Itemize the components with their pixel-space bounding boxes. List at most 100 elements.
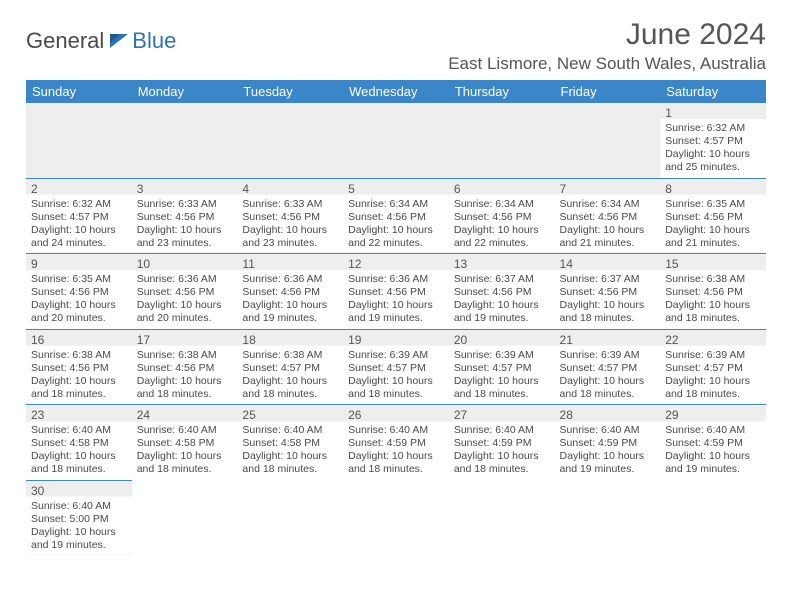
calendar-empty-cell (555, 103, 661, 178)
calendar-day-cell: 30Sunrise: 6:40 AMSunset: 5:00 PMDayligh… (26, 480, 132, 555)
day-info-line: Sunrise: 6:32 AM (665, 122, 761, 135)
day-info-line: and 18 minutes. (665, 312, 761, 325)
day-number: 10 (137, 257, 233, 272)
calendar-empty-cell (449, 103, 555, 178)
title-block: June 2024 East Lismore, New South Wales,… (448, 18, 766, 74)
calendar-empty-cell (555, 480, 661, 555)
day-number: 17 (137, 333, 233, 348)
day-info-line: Sunset: 4:58 PM (137, 437, 233, 450)
logo-text-general: General (26, 28, 104, 54)
day-info-line: Sunrise: 6:40 AM (665, 424, 761, 437)
day-number: 2 (31, 182, 127, 197)
day-info-line: Sunrise: 6:40 AM (348, 424, 444, 437)
day-info-line: Sunrise: 6:36 AM (242, 273, 338, 286)
day-info-line: Sunset: 4:57 PM (665, 362, 761, 375)
day-info-line: Sunrise: 6:34 AM (560, 198, 656, 211)
calendar-empty-cell (237, 480, 343, 555)
day-number: 8 (665, 182, 761, 197)
day-number: 29 (665, 408, 761, 423)
day-info-line: Sunset: 4:56 PM (665, 211, 761, 224)
day-info-line: Sunrise: 6:39 AM (348, 349, 444, 362)
calendar-table: SundayMondayTuesdayWednesdayThursdayFrid… (26, 80, 766, 555)
day-number: 15 (665, 257, 761, 272)
calendar-day-cell: 10Sunrise: 6:36 AMSunset: 4:56 PMDayligh… (132, 254, 238, 330)
day-info-line: and 18 minutes. (242, 463, 338, 476)
month-title: June 2024 (448, 18, 766, 52)
day-info-line: Sunrise: 6:36 AM (348, 273, 444, 286)
day-info-line: Sunset: 4:56 PM (348, 286, 444, 299)
calendar-day-cell: 27Sunrise: 6:40 AMSunset: 4:59 PMDayligh… (449, 405, 555, 481)
day-number: 13 (454, 257, 550, 272)
day-info-line: Daylight: 10 hours (242, 224, 338, 237)
day-info-line: Sunrise: 6:38 AM (31, 349, 127, 362)
day-info-line: Sunrise: 6:39 AM (665, 349, 761, 362)
day-info-line: Sunrise: 6:40 AM (31, 424, 127, 437)
day-info-line: and 19 minutes. (348, 312, 444, 325)
day-info-line: and 25 minutes. (665, 161, 761, 174)
day-info-line: Sunset: 4:56 PM (665, 286, 761, 299)
day-number: 23 (31, 408, 127, 423)
calendar-day-cell: 13Sunrise: 6:37 AMSunset: 4:56 PMDayligh… (449, 254, 555, 330)
location-subtitle: East Lismore, New South Wales, Australia (448, 54, 766, 74)
calendar-empty-cell (343, 480, 449, 555)
day-info-line: and 18 minutes. (454, 463, 550, 476)
day-info-line: Daylight: 10 hours (665, 299, 761, 312)
day-info-line: and 18 minutes. (242, 388, 338, 401)
calendar-day-cell: 28Sunrise: 6:40 AMSunset: 4:59 PMDayligh… (555, 405, 661, 481)
day-info-line: Sunrise: 6:40 AM (242, 424, 338, 437)
day-info-line: Sunset: 4:58 PM (242, 437, 338, 450)
calendar-empty-cell (132, 480, 238, 555)
day-number: 24 (137, 408, 233, 423)
day-info-line: Daylight: 10 hours (454, 375, 550, 388)
weekday-header-cell: Monday (132, 80, 238, 103)
calendar-week-row: 30Sunrise: 6:40 AMSunset: 5:00 PMDayligh… (26, 480, 766, 555)
day-info-line: and 23 minutes. (137, 237, 233, 250)
day-info-line: Sunrise: 6:37 AM (454, 273, 550, 286)
calendar-day-cell: 7Sunrise: 6:34 AMSunset: 4:56 PMDaylight… (555, 178, 661, 254)
day-info-line: Daylight: 10 hours (137, 450, 233, 463)
calendar-empty-cell (132, 103, 238, 178)
day-info-line: Sunset: 5:00 PM (31, 513, 127, 526)
day-info-line: Sunset: 4:56 PM (137, 362, 233, 375)
day-info-line: Sunrise: 6:38 AM (242, 349, 338, 362)
calendar-day-cell: 1Sunrise: 6:32 AMSunset: 4:57 PMDaylight… (660, 103, 766, 178)
day-info-line: Daylight: 10 hours (31, 224, 127, 237)
day-info-line: Sunset: 4:56 PM (348, 211, 444, 224)
day-info-line: and 20 minutes. (137, 312, 233, 325)
day-info-line: Daylight: 10 hours (31, 450, 127, 463)
day-info-line: Sunset: 4:57 PM (560, 362, 656, 375)
weekday-header-cell: Wednesday (343, 80, 449, 103)
day-info-line: Sunrise: 6:34 AM (348, 198, 444, 211)
weekday-header-cell: Tuesday (237, 80, 343, 103)
logo-flag-icon (108, 32, 130, 50)
day-info-line: Sunset: 4:56 PM (454, 211, 550, 224)
weekday-header-cell: Friday (555, 80, 661, 103)
calendar-day-cell: 29Sunrise: 6:40 AMSunset: 4:59 PMDayligh… (660, 405, 766, 481)
day-info-line: Daylight: 10 hours (31, 375, 127, 388)
day-info-line: Sunset: 4:56 PM (31, 286, 127, 299)
calendar-day-cell: 4Sunrise: 6:33 AMSunset: 4:56 PMDaylight… (237, 178, 343, 254)
day-number: 7 (560, 182, 656, 197)
day-info-line: Daylight: 10 hours (665, 450, 761, 463)
day-number: 26 (348, 408, 444, 423)
calendar-empty-cell (449, 480, 555, 555)
day-info-line: Sunset: 4:57 PM (242, 362, 338, 375)
day-number: 18 (242, 333, 338, 348)
day-info-line: Sunrise: 6:39 AM (560, 349, 656, 362)
day-info-line: Sunset: 4:59 PM (348, 437, 444, 450)
day-info-line: and 19 minutes. (665, 463, 761, 476)
day-info-line: and 18 minutes. (31, 463, 127, 476)
calendar-week-row: 16Sunrise: 6:38 AMSunset: 4:56 PMDayligh… (26, 329, 766, 405)
day-info-line: Sunrise: 6:35 AM (665, 198, 761, 211)
day-info-line: Sunset: 4:56 PM (242, 211, 338, 224)
brand-logo: General Blue (26, 18, 176, 54)
day-info-line: Sunrise: 6:39 AM (454, 349, 550, 362)
day-info-line: Daylight: 10 hours (348, 375, 444, 388)
day-info-line: Daylight: 10 hours (560, 375, 656, 388)
day-number: 22 (665, 333, 761, 348)
calendar-body: 1Sunrise: 6:32 AMSunset: 4:57 PMDaylight… (26, 103, 766, 555)
calendar-day-cell: 14Sunrise: 6:37 AMSunset: 4:56 PMDayligh… (555, 254, 661, 330)
day-info-line: Sunrise: 6:33 AM (137, 198, 233, 211)
day-info-line: Sunset: 4:57 PM (665, 135, 761, 148)
calendar-day-cell: 12Sunrise: 6:36 AMSunset: 4:56 PMDayligh… (343, 254, 449, 330)
